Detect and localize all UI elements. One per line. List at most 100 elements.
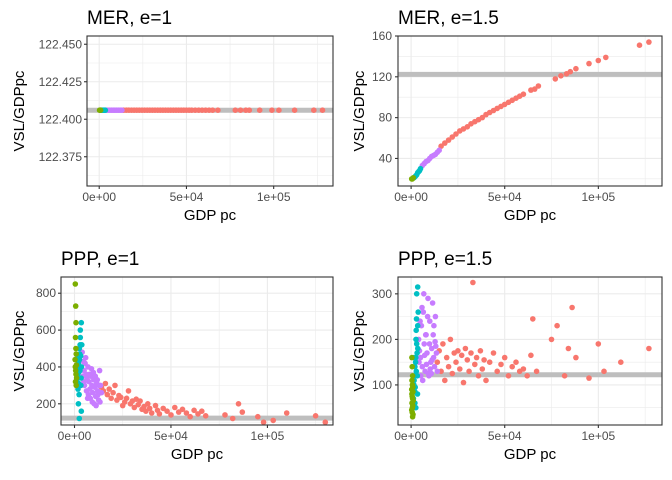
x-axis-label: GDP pc [504,446,557,463]
data-point-group-c [76,391,82,398]
data-point-group-c [413,291,420,297]
panel-2: 0e+00 5e+04 1e+05 40 80 120 160 MER, e=1.5 GDP p… [351,8,663,224]
data-point-group-a [573,65,579,72]
data-point-group-a [148,410,155,416]
data-point-group-a [558,73,564,79]
data-point-group-a [449,370,456,377]
data-point-group-d [73,319,79,326]
data-point-group-a [112,382,118,389]
data-point-group-a [199,408,205,415]
panel-title: PPP, e=1.5 [398,249,492,270]
data-point-group-b [432,338,438,345]
data-point-group-a [183,410,190,416]
panel-1: 0e+00 5e+04 1e+05 122.375 122.400 122.425 122.… [11,8,334,224]
data-point-group-a [442,140,448,146]
data-point-group-b [428,345,435,352]
data-point-group-a [494,368,501,375]
data-point-group-a [490,350,497,356]
y-tick-label: 600 [36,323,56,337]
data-point-group-b [421,341,428,347]
data-point-group-a [311,107,317,113]
data-point-group-a [229,415,236,422]
data-point-group-b [425,295,431,302]
data-point-group-a [123,395,130,402]
data-point-group-b [427,318,433,325]
panel-3: 0e+00 5e+04 1e+05 200 400 600 800 PPP, e=1 GDP p… [11,249,334,463]
data-point-group-a [322,419,329,426]
data-point-group-d [72,281,79,287]
data-point-group-a [239,409,246,415]
data-point-group-a [479,366,486,372]
data-point-group-a [232,107,239,113]
data-point-group-b [95,391,101,398]
data-point-group-c [102,107,109,113]
y-tick-label: 122.400 [39,112,83,126]
data-point-group-b [420,309,427,315]
data-point-group-c [413,327,420,334]
data-point-group-a [453,131,459,137]
data-point-group-b [431,322,437,329]
data-point-group-a [470,279,476,286]
y-tick-label: 122.425 [39,75,83,89]
data-point-group-a [603,54,609,61]
data-point-group-a [312,413,319,419]
data-point-group-a [548,336,555,343]
data-point-group-a [486,359,493,366]
data-point-group-a [270,417,277,424]
data-point-group-a [152,402,159,409]
data-point-group-b [419,377,426,384]
panel-4: 0e+00 5e+04 1e+05 100 200 300 PPP, e=1.5 GDP pc… [351,249,663,463]
data-point-group-a [477,348,484,354]
data-point-group-a [254,413,261,420]
data-point-group-a [595,341,602,347]
data-point-group-a [137,398,143,404]
data-point-group-b [433,343,439,350]
data-point-group-b [421,352,428,359]
data-point-group-a [468,350,474,356]
data-point-group-a [466,368,472,375]
y-tick-label: 200 [372,332,392,346]
data-point-group-d [409,377,415,384]
data-point-group-b [431,363,438,370]
data-point-group-a [209,107,216,113]
data-point-group-a [156,411,163,417]
data-point-group-d [72,334,79,341]
data-point-group-a [434,359,441,366]
y-tick-label: 122.450 [39,37,83,51]
y-tick-label: 122.375 [39,150,83,164]
data-point-group-a [235,401,242,407]
data-point-group-a [164,408,170,415]
data-point-group-a [567,68,574,75]
y-tick-label: 100 [372,378,392,392]
data-point-group-a [475,373,482,379]
data-point-group-a [445,363,452,370]
data-point-group-a [222,412,228,418]
panel-title: MER, e=1.5 [398,8,499,29]
data-point-group-c [77,327,84,333]
data-point-group-b [419,363,426,370]
data-point-group-a [256,107,263,113]
data-point-group-c [414,322,421,329]
y-tick-label: 400 [36,360,56,374]
data-point-group-d [72,303,79,309]
data-point-group-c [77,334,84,341]
data-point-group-c [415,309,422,315]
data-point-group-a [269,107,275,113]
data-point-group-b [429,357,435,363]
data-point-group-a [445,137,452,143]
data-point-group-a [646,345,652,352]
data-point-group-a [586,60,592,67]
data-point-group-a [215,107,221,113]
x-tick-label: 1e+05 [251,429,285,443]
data-point-group-a [145,401,151,407]
data-point-group-a [447,336,454,343]
data-point-group-d [73,382,79,389]
y-axis-label: VSL/GDPpc [351,310,368,391]
data-point-group-d [72,356,78,363]
data-point-group-a [276,107,282,113]
data-point-group-a [283,410,290,416]
data-point-group-a [524,373,530,379]
x-tick-label: 0e+00 [394,190,428,204]
data-point-group-a [533,368,540,375]
